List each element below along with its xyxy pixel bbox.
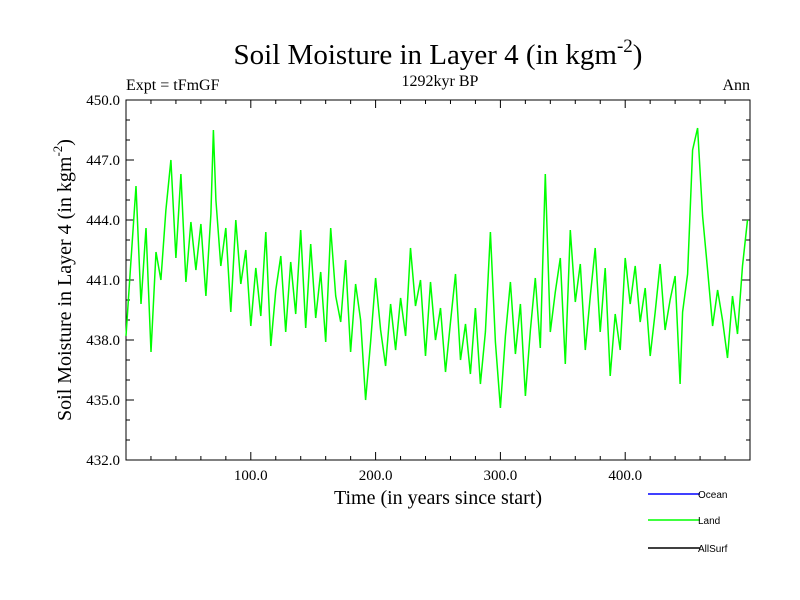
y-tick-label: 441.0 xyxy=(86,273,120,289)
y-tick-label: 438.0 xyxy=(86,333,120,349)
y-axis-title-close: ) xyxy=(54,139,76,146)
chart-title-text: Soil Moisture in Layer 4 (in kgm xyxy=(234,39,618,71)
y-tick-label: 432.0 xyxy=(86,453,120,469)
y-axis-title-text: Soil Moisture in Layer 4 (in kgm xyxy=(54,156,76,421)
y-tick-label: 444.0 xyxy=(86,213,120,229)
y-axis-title-sup: -2 xyxy=(50,146,65,157)
legend-label-ocean: Ocean xyxy=(698,490,727,501)
y-axis-title: Soil Moisture in Layer 4 (in kgm-2) xyxy=(50,139,76,421)
y-tick-label: 450.0 xyxy=(86,93,120,109)
y-axis: 432.0 435.0 438.0 441.0 444.0 447.0 450.0 xyxy=(86,93,750,469)
y-tick-label: 435.0 xyxy=(86,393,120,409)
experiment-label: Expt = tFmGF xyxy=(126,77,220,94)
chart-subtitle: 1292kyr BP xyxy=(402,73,479,90)
plot-frame xyxy=(125,99,751,461)
legend: Ocean Land AllSurf xyxy=(648,490,728,555)
x-tick-label: 100.0 xyxy=(234,468,268,484)
chart-title-sup: -2 xyxy=(617,36,633,57)
x-tick-label: 300.0 xyxy=(484,468,518,484)
x-axis: 100.0 200.0 300.0 400.0 xyxy=(150,100,726,484)
series-land-line xyxy=(125,127,749,409)
x-tick-label: 400.0 xyxy=(608,468,642,484)
chart-title-close: ) xyxy=(633,39,643,71)
legend-label-land: Land xyxy=(698,516,720,527)
x-axis-title: Time (in years since start) xyxy=(334,487,542,509)
chart-title: Soil Moisture in Layer 4 (in kgm-2) xyxy=(234,36,643,71)
y-tick-label: 447.0 xyxy=(86,153,120,169)
x-tick-label: 200.0 xyxy=(359,468,393,484)
period-label: Ann xyxy=(722,77,750,94)
legend-label-allsurf: AllSurf xyxy=(698,544,728,555)
